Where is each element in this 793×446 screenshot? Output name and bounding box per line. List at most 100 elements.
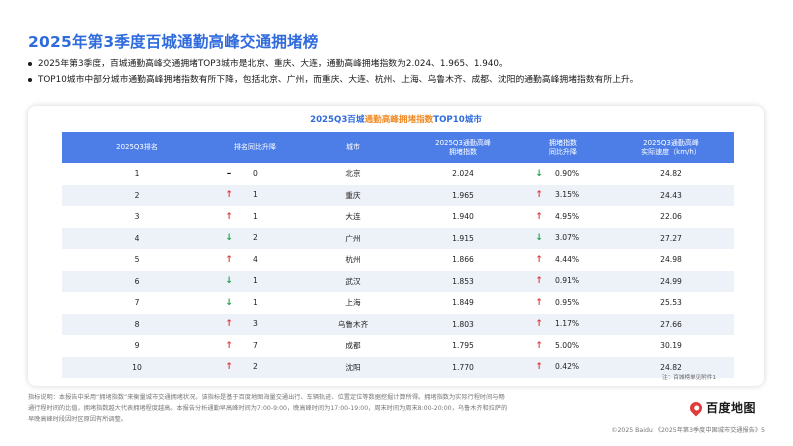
arrow-down-icon: ↓ — [225, 233, 233, 244]
rank-cell: 1 — [134, 169, 140, 179]
map-pin-icon — [687, 399, 705, 416]
arrow-up-icon: ↑ — [225, 254, 233, 265]
arrow-down-icon: ↓ — [225, 297, 233, 308]
rank-change-value: 1 — [253, 297, 258, 307]
index-cell: 1.915 — [408, 227, 518, 249]
speed-cell: 27.66 — [608, 313, 734, 335]
index-change-cell: ↓ 3.07% — [518, 227, 608, 249]
table-row: 5 ↑ 4 杭州 1.866 ↑ 4.44% 24.98 — [62, 249, 734, 271]
bullet-text: 2025年第3季度，百城通勤高峰交通拥堵TOP3城市是北京、重庆、大连，通勤高峰… — [38, 59, 508, 69]
rank-cell: 5 — [134, 255, 140, 265]
arrow-up-icon: ↑ — [535, 340, 543, 351]
table-row: 4 ↓ 2 广州 1.915 ↓ 3.07% 27.27 — [62, 227, 734, 249]
index-change-value: 3.15% — [555, 190, 580, 200]
index-change-cell: ↑ 0.42% — [518, 356, 608, 378]
index-cell: 1.853 — [408, 270, 518, 292]
rank-cell: 3 — [134, 212, 140, 222]
col-header-text: 拥堵指数 — [549, 138, 577, 147]
index-change-cell: ↑ 0.95% — [518, 292, 608, 314]
speed-cell: 24.82 — [608, 356, 734, 378]
index-cell: 1.849 — [452, 298, 474, 308]
index-cell: 1.795 — [452, 341, 474, 351]
city-cell: 成都 — [345, 341, 361, 351]
rank-change-cell: ↓ 1 — [212, 292, 298, 314]
index-change-cell: ↑ 1.17% — [518, 313, 608, 335]
index-change-cell: ↓ 0.90% — [518, 163, 608, 185]
speed-cell: 22.06 — [660, 212, 682, 222]
indicator-description: 指标说明：本报告中采用“拥堵指数”来衡量城市交通拥堵状况。该指标是基于百度地图海… — [28, 394, 508, 423]
index-change-value: 0.90% — [555, 168, 580, 178]
index-change-cell: ↑ 0.91% — [518, 270, 608, 292]
dash-icon: – — [226, 168, 232, 179]
city-cell: 杭州 — [345, 255, 361, 265]
city-cell: 上海 — [345, 298, 361, 308]
rank-change-value: 2 — [253, 233, 258, 243]
speed-cell: 24.98 — [660, 255, 682, 265]
index-change-value: 3.07% — [555, 233, 580, 243]
city-cell: 武汉 — [298, 270, 408, 292]
rank-change-cell: ↑ 4 — [212, 249, 298, 271]
rank-change-cell: ↑ 2 — [212, 356, 298, 378]
table-row: 6 ↓ 1 武汉 1.853 ↑ 0.91% 24.99 — [62, 270, 734, 292]
city-cell: 大连 — [345, 212, 361, 222]
index-change-value: 1.17% — [555, 319, 580, 329]
card-title-highlight: 通勤高峰拥堵指数 — [364, 115, 434, 125]
arrow-up-icon: ↑ — [225, 190, 233, 201]
table-row: 9 ↑ 7 成都 1.795 ↑ 5.00% 30.19 — [62, 335, 734, 357]
city-cell: 沈阳 — [298, 356, 408, 378]
rank-change-cell: ↑ 3 — [212, 313, 298, 335]
speed-cell: 25.53 — [660, 298, 682, 308]
speed-cell: 24.99 — [608, 270, 734, 292]
rank-change-cell: ↑ 7 — [212, 335, 298, 357]
page-title: 2025年第3季度百城通勤高峰交通拥堵榜 — [28, 33, 319, 51]
index-change-cell: ↑ 4.95% — [518, 206, 608, 228]
col-header-city: 城市 — [298, 132, 408, 163]
brand-logo: 百度地图 — [687, 399, 757, 416]
rank-change-value: 1 — [253, 276, 258, 286]
arrow-up-icon: ↑ — [535, 276, 543, 287]
col-header-text: 同比升降 — [549, 147, 577, 156]
bullet-item: TOP10城市中部分城市通勤高峰拥堵指数有所下降，包括北京、广州，而重庆、大连、… — [28, 72, 773, 88]
table-row: 3 ↑ 1 大连 1.940 ↑ 4.95% 22.06 — [62, 206, 734, 228]
bullet-dot-icon — [28, 62, 32, 66]
col-header-rank: 2025Q3排名 — [62, 132, 212, 163]
rank-change-value: 1 — [253, 211, 258, 221]
index-change-cell: ↑ 4.44% — [518, 249, 608, 271]
brand-name: 百度地图 — [706, 401, 757, 415]
rank-change-cell: ↑ 1 — [212, 206, 298, 228]
col-header-text: 2025Q3通勤高峰 — [643, 138, 699, 147]
rank-cell: 8 — [62, 313, 212, 335]
rank-cell: 9 — [134, 341, 140, 351]
city-cell: 广州 — [298, 227, 408, 249]
arrow-up-icon: ↑ — [225, 362, 233, 373]
table-row: 10 ↑ 2 沈阳 1.770 ↑ 0.42% 24.82 — [62, 356, 734, 378]
card-title-part: TOP10城市 — [433, 115, 482, 125]
rank-cell: 2 — [62, 184, 212, 206]
speed-cell: 24.43 — [608, 184, 734, 206]
rank-cell: 6 — [62, 270, 212, 292]
rank-change-cell: ↑ 1 — [212, 184, 298, 206]
table-row: 7 ↓ 1 上海 1.849 ↑ 0.95% 25.53 — [62, 292, 734, 314]
arrow-up-icon: ↑ — [225, 211, 233, 222]
index-change-value: 4.95% — [555, 211, 580, 221]
col-header-text: 实际速度（km/h） — [641, 147, 701, 156]
col-header-rank-change: 排名同比升降 — [212, 132, 298, 163]
col-header-index-change: 拥堵指数 同比升降 — [518, 132, 608, 163]
rank-change-value: 4 — [253, 254, 258, 264]
ranking-card: 2025Q3百城通勤高峰拥堵指数TOP10城市 2025Q3排名 排名同比升降 … — [28, 106, 764, 386]
table-header-row: 2025Q3排名 排名同比升降 城市 2025Q3通勤高峰 拥堵指数 拥堵指数 同比… — [62, 132, 734, 163]
arrow-up-icon: ↑ — [225, 319, 233, 330]
city-cell: 北京 — [345, 169, 361, 179]
rank-cell: 4 — [62, 227, 212, 249]
bullet-text: TOP10城市中部分城市通勤高峰拥堵指数有所下降，包括北京、广州，而重庆、大连、… — [38, 75, 639, 85]
col-header-index: 2025Q3通勤高峰 拥堵指数 — [408, 132, 518, 163]
index-change-value: 5.00% — [555, 340, 580, 350]
rank-change-value: 7 — [253, 340, 258, 350]
arrow-up-icon: ↑ — [535, 297, 543, 308]
summary-bullets: 2025年第3季度，百城通勤高峰交通拥堵TOP3城市是北京、重庆、大连，通勤高峰… — [28, 56, 773, 88]
table-row: 2 ↑ 1 重庆 1.965 ↑ 3.15% 24.43 — [62, 184, 734, 206]
arrow-up-icon: ↑ — [535, 254, 543, 265]
speed-cell: 27.27 — [608, 227, 734, 249]
arrow-up-icon: ↑ — [535, 211, 543, 222]
index-cell: 1.965 — [408, 184, 518, 206]
